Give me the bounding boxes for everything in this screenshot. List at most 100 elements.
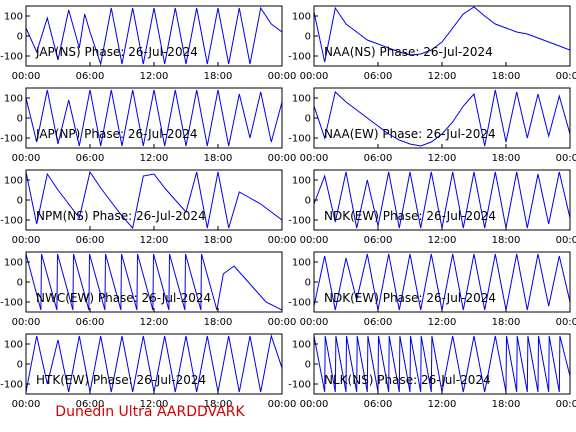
x-tick-label: 00:00 — [300, 235, 329, 246]
panel-title: NDK(EW) Phase: 26-Jul-2024 — [324, 209, 496, 223]
panel-title: JAP(NP) Phase: 26-Jul-2024 — [35, 127, 197, 141]
phase-trace — [26, 6, 282, 66]
x-tick-label: 12:00 — [428, 317, 457, 328]
x-tick-label: 00:00 — [556, 317, 576, 328]
x-tick-label: 12:00 — [428, 153, 457, 164]
panel-7: 100 0 -100 00:00 06:00 12:00 18:00 00:00 NWC(EW)… — [0, 251, 297, 328]
y-tick-label: -100 — [288, 380, 311, 391]
x-tick-label: 00:00 — [12, 235, 41, 246]
y-tick-label: 0 — [305, 278, 311, 289]
y-tick-label: 0 — [305, 196, 311, 207]
y-tick-label: 0 — [17, 196, 23, 207]
x-tick-label: 00:00 — [268, 399, 297, 410]
x-tick-label: 00:00 — [268, 235, 297, 246]
x-tick-label: 06:00 — [364, 317, 393, 328]
panel-9: 100 0 -100 00:00 06:00 12:00 18:00 00:00 HTK(EW)… — [0, 333, 297, 410]
x-tick-label: 00:00 — [300, 399, 329, 410]
x-tick-label: 12:00 — [428, 235, 457, 246]
x-tick-label: 00:00 — [268, 317, 297, 328]
x-tick-label: 00:00 — [556, 399, 576, 410]
x-tick-label: 18:00 — [204, 235, 233, 246]
y-tick-label: -100 — [0, 380, 23, 391]
panel-8: 100 0 -100 00:00 06:00 12:00 18:00 00:00 NDK(EW)… — [288, 251, 576, 328]
x-tick-label: 00:00 — [300, 317, 329, 328]
x-tick-label: 06:00 — [364, 399, 393, 410]
panel-title: NPM(NS) Phase: 26-Jul-2024 — [36, 209, 206, 223]
y-tick-label: 100 — [4, 340, 23, 351]
y-tick-label: -100 — [288, 52, 311, 63]
y-tick-label: 0 — [305, 114, 311, 125]
x-tick-label: 00:00 — [300, 71, 329, 82]
x-tick-label: 12:00 — [140, 71, 169, 82]
y-tick-label: 0 — [17, 114, 23, 125]
footer-label: Dunedin Ultra AARDDVARK — [55, 404, 245, 420]
x-tick-label: 12:00 — [428, 71, 457, 82]
x-tick-label: 06:00 — [76, 71, 105, 82]
panel-title: NLK(NS) Phase: 26-Jul-2024 — [324, 373, 491, 387]
y-tick-label: 100 — [4, 12, 23, 23]
y-tick-label: 0 — [305, 360, 311, 371]
phase-trace — [314, 89, 570, 147]
panel-2: 100 0 -100 00:00 06:00 12:00 18:00 00:00 NAA(NS)… — [288, 5, 576, 82]
x-tick-label: 18:00 — [492, 71, 521, 82]
y-tick-label: 100 — [292, 94, 311, 105]
panel-title: NWC(EW) Phase: 26-Jul-2024 — [36, 291, 211, 305]
phase-trace — [26, 89, 282, 147]
x-tick-label: 12:00 — [140, 235, 169, 246]
panel-4: 100 0 -100 00:00 06:00 12:00 18:00 00:00 NAA(EW)… — [288, 87, 576, 164]
x-tick-label: 12:00 — [140, 399, 169, 410]
panel-5: 100 0 -100 00:00 06:00 12:00 18:00 00:00 NPM(NS)… — [0, 169, 297, 246]
panel-title: NAA(NS) Phase: 26-Jul-2024 — [324, 45, 493, 59]
panel-title: NAA(EW) Phase: 26-Jul-2024 — [324, 127, 496, 141]
x-tick-label: 18:00 — [204, 153, 233, 164]
y-tick-label: -100 — [288, 134, 311, 145]
panel-title: NDK(EW) Phase: 26-Jul-2024 — [324, 291, 496, 305]
x-tick-label: 12:00 — [140, 153, 169, 164]
x-tick-label: 18:00 — [492, 153, 521, 164]
y-tick-label: -100 — [0, 52, 23, 63]
x-tick-label: 00:00 — [12, 399, 41, 410]
y-tick-label: -100 — [0, 298, 23, 309]
x-tick-label: 06:00 — [364, 235, 393, 246]
x-tick-label: 00:00 — [300, 153, 329, 164]
x-tick-label: 00:00 — [556, 71, 576, 82]
panel-10: 100 0 -100 00:00 06:00 12:00 18:00 00:00 NLK(NS)… — [288, 333, 576, 410]
x-tick-label: 18:00 — [204, 399, 233, 410]
y-tick-label: 100 — [292, 176, 311, 187]
x-tick-label: 06:00 — [76, 235, 105, 246]
x-tick-label: 00:00 — [556, 235, 576, 246]
x-tick-label: 06:00 — [76, 399, 105, 410]
phase-trace — [26, 170, 282, 230]
y-tick-label: -100 — [288, 298, 311, 309]
panel-6: 100 0 -100 00:00 06:00 12:00 18:00 00:00 NDK(EW)… — [288, 169, 576, 246]
phase-trace — [26, 253, 282, 311]
y-tick-label: -100 — [288, 216, 311, 227]
x-tick-label: 00:00 — [556, 153, 576, 164]
y-tick-label: 100 — [4, 176, 23, 187]
x-tick-label: 06:00 — [76, 153, 105, 164]
y-tick-label: 100 — [4, 94, 23, 105]
x-tick-label: 00:00 — [268, 71, 297, 82]
x-tick-label: 00:00 — [12, 71, 41, 82]
y-tick-label: 0 — [17, 32, 23, 43]
panel-title: JAP(NS) Phase: 26-Jul-2024 — [35, 45, 198, 59]
x-tick-label: 00:00 — [268, 153, 297, 164]
x-tick-label: 00:00 — [12, 153, 41, 164]
y-tick-label: 100 — [292, 258, 311, 269]
x-tick-label: 00:00 — [12, 317, 41, 328]
y-tick-label: 0 — [17, 278, 23, 289]
x-tick-label: 06:00 — [364, 153, 393, 164]
y-tick-label: 100 — [4, 258, 23, 269]
x-tick-label: 12:00 — [428, 399, 457, 410]
panel-1: 100 0 -100 00:00 06:00 12:00 18:00 00:00 JAP(NS)… — [0, 5, 297, 82]
phase-trace — [314, 6, 570, 63]
y-tick-label: 100 — [292, 340, 311, 351]
x-tick-label: 12:00 — [140, 317, 169, 328]
x-tick-label: 18:00 — [492, 399, 521, 410]
y-tick-label: -100 — [0, 216, 23, 227]
panel-3: 100 0 -100 00:00 06:00 12:00 18:00 00:00 JAP(NP)… — [0, 87, 297, 164]
y-tick-label: -100 — [0, 134, 23, 145]
x-tick-label: 06:00 — [364, 71, 393, 82]
x-tick-label: 18:00 — [204, 317, 233, 328]
